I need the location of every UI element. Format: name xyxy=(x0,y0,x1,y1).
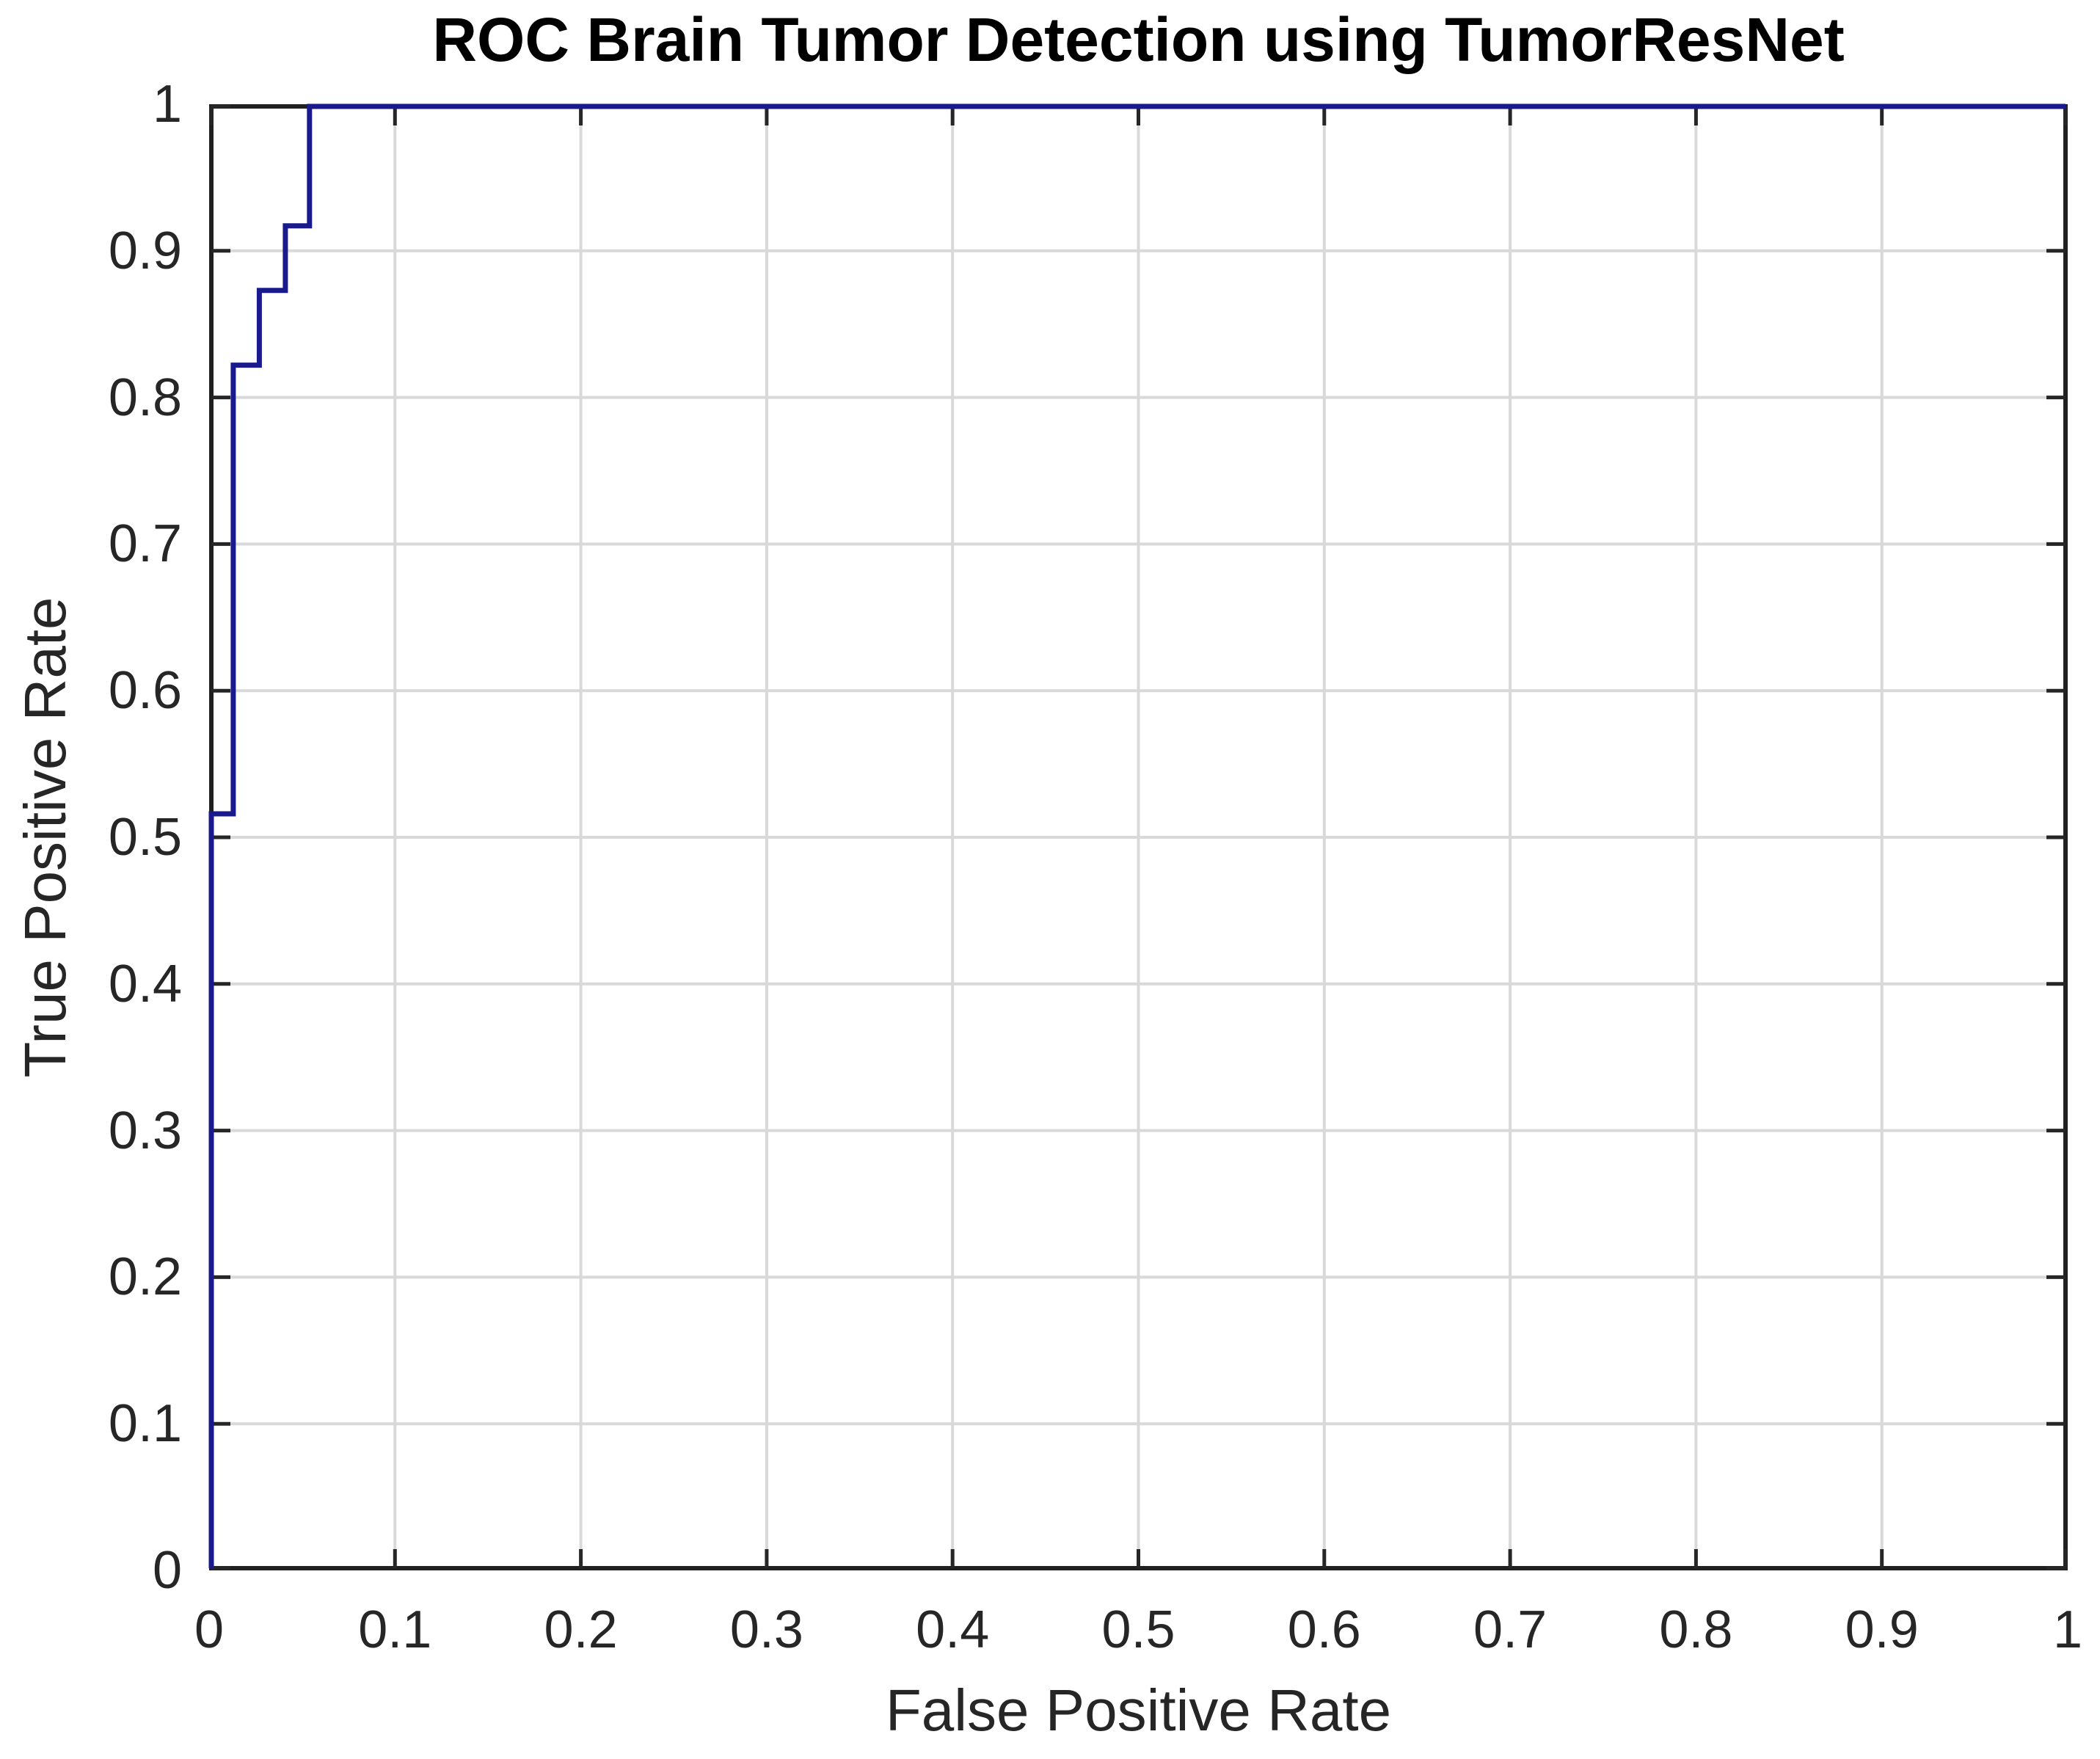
x-tick-label: 0.8 xyxy=(1659,1600,1733,1659)
x-axis-label: False Positive Rate xyxy=(885,1678,1392,1743)
y-tick-label: 0.7 xyxy=(108,514,182,574)
x-tick-label: 0.6 xyxy=(1287,1600,1361,1659)
x-tick-label: 0.7 xyxy=(1473,1600,1547,1659)
x-tick-label: 0.2 xyxy=(544,1600,618,1659)
chart-title: ROC Brain Tumor Detection using TumorRes… xyxy=(432,5,1845,74)
y-tick-label: 1 xyxy=(152,75,182,134)
y-tick-label: 0.9 xyxy=(108,221,182,280)
x-tick-label: 0.5 xyxy=(1101,1600,1175,1659)
plot-area xyxy=(208,103,2068,1570)
y-tick-label: 0.6 xyxy=(108,661,182,721)
y-tick-label: 0.4 xyxy=(108,954,182,1013)
x-tick-label: 0 xyxy=(194,1600,225,1659)
roc-plot-svg xyxy=(208,103,2068,1570)
y-tick-label: 0.2 xyxy=(108,1248,182,1307)
x-tick-label: 0.3 xyxy=(729,1600,803,1659)
y-tick-label: 0 xyxy=(152,1541,182,1600)
x-tick-label: 0.4 xyxy=(916,1600,990,1659)
y-tick-label: 0.5 xyxy=(108,808,182,867)
x-tick-label: 0.9 xyxy=(1845,1600,1919,1659)
x-tick-label: 1 xyxy=(2052,1600,2083,1659)
y-tick-label: 0.1 xyxy=(108,1394,182,1454)
x-tick-label: 0.1 xyxy=(358,1600,432,1659)
y-tick-label: 0.3 xyxy=(108,1101,182,1160)
y-tick-label: 0.8 xyxy=(108,368,182,427)
roc-curve xyxy=(208,103,2066,1568)
